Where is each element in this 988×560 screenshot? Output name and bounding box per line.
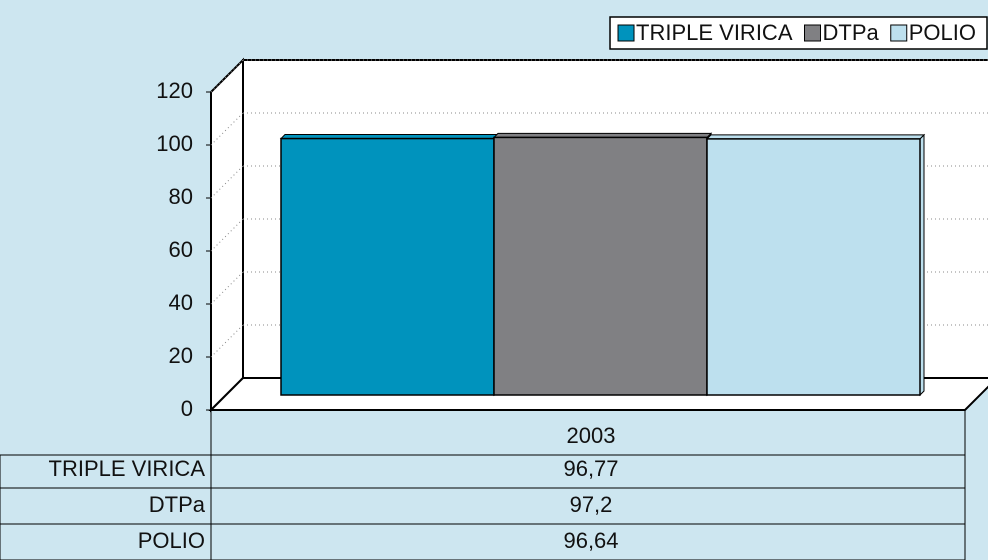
y-tick-label: 40 — [169, 290, 193, 315]
row-label: DTPa — [149, 492, 206, 517]
table-value: 96,64 — [563, 528, 618, 553]
y-tick-label: 100 — [156, 131, 193, 156]
legend-label: TRIPLE VIRICA — [636, 20, 793, 45]
legend-box — [609, 16, 988, 50]
bar — [280, 137, 495, 396]
y-tick-label: 120 — [156, 78, 193, 103]
side-wall — [210, 57, 244, 413]
table-value: 97,2 — [570, 492, 613, 517]
table-value: 96,77 — [563, 456, 618, 481]
row-label: TRIPLE VIRICA — [49, 456, 206, 481]
y-tick-label: 20 — [169, 343, 193, 368]
legend-label: POLIO — [909, 20, 976, 45]
y-tick-label: 0 — [181, 396, 193, 421]
row-label: POLIO — [138, 528, 205, 553]
legend-swatch — [890, 24, 908, 42]
legend-label: DTPa — [823, 20, 880, 45]
category-label: 2003 — [567, 423, 616, 448]
bar — [493, 136, 708, 396]
legend-swatch — [617, 24, 635, 42]
legend-swatch — [804, 24, 821, 42]
bar — [706, 138, 921, 396]
y-tick-label: 80 — [169, 184, 193, 209]
y-tick-label: 60 — [169, 237, 193, 262]
